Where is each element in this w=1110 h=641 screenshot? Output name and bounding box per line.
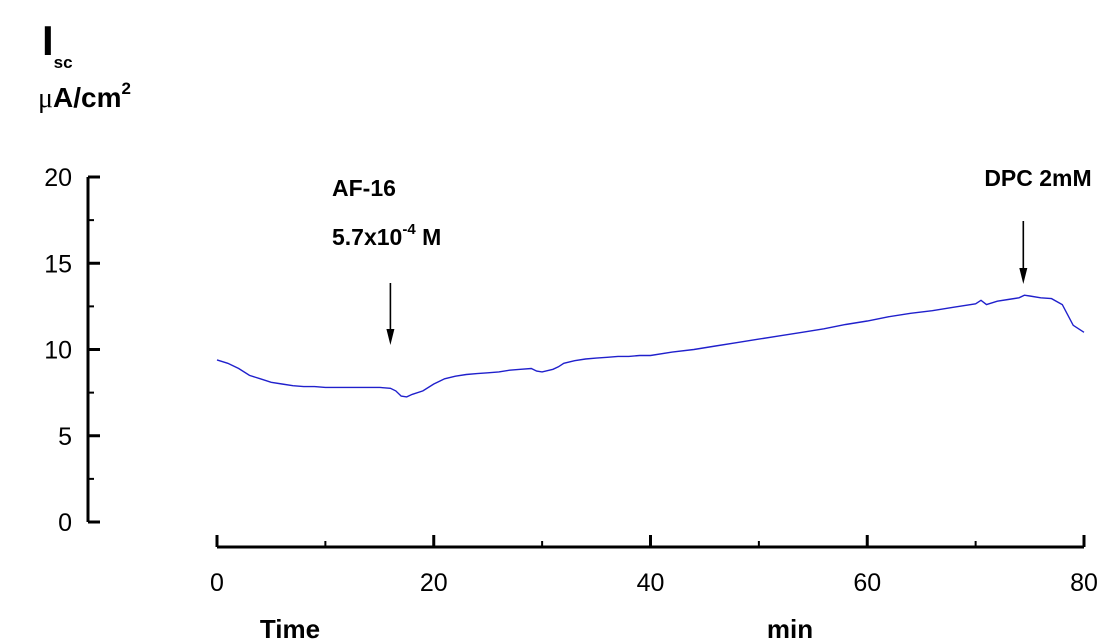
- y-axis-title-subscript: sc: [54, 53, 73, 72]
- y-tick-label: 10: [44, 337, 72, 365]
- annotation-af16-line2: 5.7x10-4 M: [332, 221, 441, 250]
- y-axis: 0 5 10 15 20: [44, 164, 100, 537]
- annotation-dpc-arrow: [1019, 221, 1028, 284]
- y-axis-unit-body: A/cm: [53, 82, 121, 113]
- x-tick-label: 60: [853, 569, 881, 597]
- x-axis: 0 20 40 60 80: [210, 535, 1098, 597]
- y-axis-title: Isc: [42, 17, 73, 72]
- x-axis-title-left: Time: [260, 614, 320, 641]
- y-axis-unit: μA/cm2: [38, 79, 131, 114]
- annotation-af16-base: 5.7x10: [332, 224, 402, 250]
- x-tick-label: 0: [210, 569, 224, 597]
- annotation-dpc-label: DPC 2mM: [984, 165, 1091, 191]
- annotation-af16-sup: -4: [402, 221, 416, 238]
- y-axis-unit-prefix: μ: [38, 83, 53, 114]
- y-axis-title-main: I: [42, 17, 54, 64]
- x-tick-label: 80: [1070, 569, 1098, 597]
- annotation-af16-line1: AF-16: [332, 175, 396, 201]
- y-tick-label: 5: [58, 423, 72, 451]
- y-axis-unit-sup: 2: [121, 79, 130, 98]
- arrow-head: [386, 329, 395, 345]
- arrow-head: [1019, 268, 1028, 284]
- y-tick-label: 20: [44, 164, 72, 192]
- y-tick-label: 15: [44, 250, 72, 278]
- annotation-af16-tail: M: [416, 224, 442, 250]
- x-axis-title-right: min: [767, 614, 813, 641]
- x-tick-label: 20: [420, 569, 448, 597]
- series-line: [216, 294, 1085, 398]
- y-tick-label: 0: [58, 509, 72, 537]
- x-tick-label: 40: [637, 569, 665, 597]
- annotation-af16-arrow: [386, 283, 395, 345]
